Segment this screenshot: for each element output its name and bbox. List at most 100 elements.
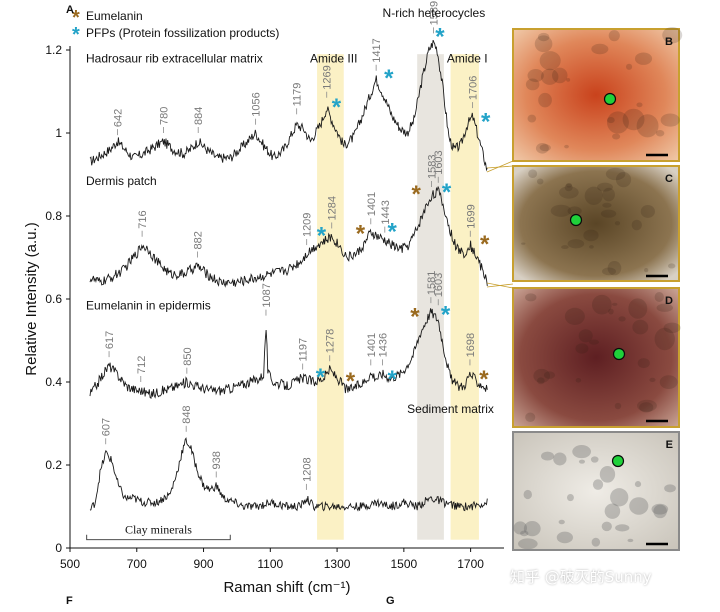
band-n-rich-heterocycles [417, 54, 444, 540]
inset-texture [553, 452, 567, 466]
inset-texture [599, 465, 616, 483]
peak-label: 642 [112, 109, 124, 127]
band-label: Amide I [447, 51, 488, 65]
inset-texture [591, 43, 609, 55]
inset-image-d [512, 287, 680, 428]
panel-letter-f: F [66, 595, 73, 607]
inset-texture [558, 519, 565, 525]
eumelanin-marker: * [480, 231, 490, 258]
eumelanin-marker: * [479, 366, 489, 393]
y-tick-label: 0.6 [45, 292, 62, 306]
peak-label: 1603 [433, 150, 445, 174]
inset-texture [634, 481, 642, 488]
legend-symbol: * [72, 24, 80, 46]
peak-label: 617 [104, 331, 116, 349]
inset-texture [523, 489, 532, 500]
peak-label: 884 [193, 107, 205, 125]
inset-texture [659, 375, 678, 390]
inset-texture [611, 302, 618, 306]
inset-texture [605, 167, 626, 181]
sample-point-marker [611, 454, 625, 468]
peak-label: 607 [101, 418, 113, 436]
peak-label: 1706 [468, 76, 480, 100]
inset-texture [612, 133, 621, 140]
legend-label: Eumelanin [86, 9, 143, 23]
inset-texture [651, 503, 669, 515]
x-tick-label: 1500 [390, 557, 417, 571]
inset-texture [602, 267, 616, 276]
inset-connector [486, 160, 514, 173]
inset-texture [606, 111, 629, 134]
x-tick-label: 1100 [257, 557, 283, 571]
peak-label: 938 [211, 451, 223, 469]
inset-texture [564, 144, 569, 149]
pfp-marker: * [387, 219, 397, 246]
peak-label: 1443 [380, 200, 392, 224]
peak-label: 716 [137, 210, 149, 228]
peak-label: 1087 [261, 283, 273, 307]
inset-texture [608, 308, 614, 315]
peak-label: 1698 [465, 333, 477, 357]
inset-texture [541, 451, 555, 461]
peak-label: 1401 [366, 192, 378, 216]
eumelanin-marker: * [346, 368, 356, 395]
pfp-marker: * [332, 94, 342, 121]
pfp-marker: * [317, 223, 327, 250]
peak-label: 1699 [465, 204, 477, 228]
inset-texture [550, 204, 572, 217]
inset-texture [655, 130, 665, 137]
inset-texture [527, 114, 537, 123]
series-label: Hadrosaur rib extracellular matrix [86, 51, 263, 65]
inset-texture [583, 229, 599, 242]
inset-texture [578, 459, 585, 464]
inset-texture [572, 445, 591, 459]
inset-texture [604, 503, 621, 519]
clay-minerals-bracket [86, 534, 231, 541]
band-label: N-rich heterocycles [383, 6, 486, 20]
inset-texture [589, 245, 594, 249]
peak-label: 1278 [325, 329, 337, 353]
inset-letter: D [665, 295, 673, 307]
inset-texture [539, 51, 561, 71]
inset-texture [565, 183, 573, 188]
inset-texture [566, 493, 574, 502]
inset-texture [578, 329, 593, 343]
inset-texture [602, 187, 615, 202]
inset-texture [513, 521, 528, 535]
series-line [89, 437, 488, 512]
peak-label: 882 [193, 231, 205, 249]
inset-texture [538, 92, 552, 108]
pfp-marker: * [435, 23, 445, 50]
peak-label: 1209 [302, 213, 314, 237]
inset-texture [556, 531, 573, 544]
x-tick-label: 700 [127, 557, 147, 571]
series-label: Dermis patch [86, 174, 157, 188]
inset-texture [537, 377, 545, 385]
inset-texture [664, 484, 676, 493]
pfp-marker: * [387, 366, 397, 393]
inset-image-e [512, 431, 680, 551]
inset-image-c [512, 165, 680, 282]
inset-texture [637, 358, 650, 369]
inset-texture [601, 521, 612, 532]
inset-texture [629, 497, 649, 515]
inset-texture [575, 343, 589, 354]
peak-label: 1197 [298, 338, 310, 362]
inset-texture [637, 399, 657, 412]
inset-texture [615, 524, 630, 532]
y-tick-label: 0.8 [45, 209, 62, 223]
x-axis-title: Raman shift (cm⁻¹) [223, 579, 350, 596]
inset-texture [525, 293, 537, 302]
inset-texture [631, 219, 642, 231]
inset-texture [636, 114, 659, 138]
inset-texture [552, 67, 568, 84]
peak-label: 1589 [429, 1, 441, 25]
inset-texture [539, 144, 551, 152]
series-line [89, 308, 488, 400]
y-tick-label: 1.2 [45, 43, 62, 57]
pfp-marker: * [384, 65, 394, 92]
inset-texture [523, 520, 541, 537]
peak-label: 1269 [322, 65, 334, 89]
eumelanin-marker: * [356, 221, 366, 248]
inset-texture [537, 32, 550, 42]
